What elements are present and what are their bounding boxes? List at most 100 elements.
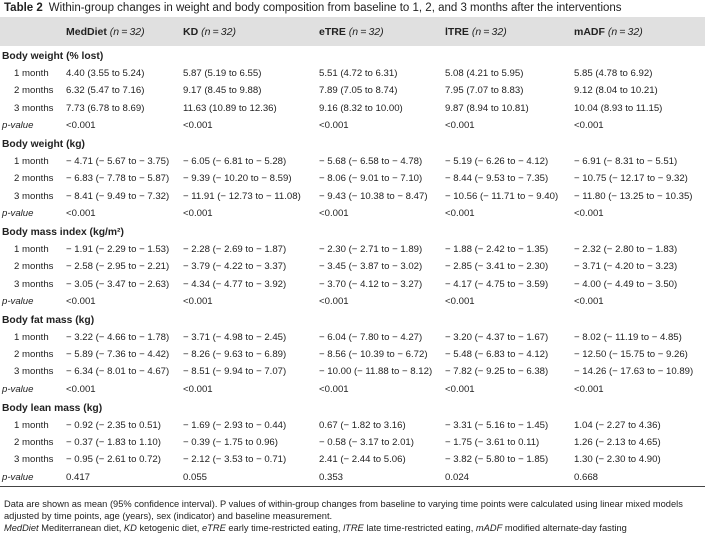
- table-row: 3 months − 6.34 (− 8.01 to − 4.67) − 8.51 …: [0, 363, 705, 380]
- table-row: 2 months 6.32 (5.47 to 7.16) 9.17 (8.45 to…: [0, 82, 705, 99]
- table-cell: <0.001: [574, 207, 604, 219]
- table-cell: <0.001: [445, 383, 475, 395]
- row-label: 2 months: [14, 261, 54, 273]
- row-label: 1 month: [14, 420, 49, 432]
- table-row: p-value <0.001 <0.001 <0.001 <0.001 <0.001: [0, 293, 705, 310]
- abbreviation-term: KD: [123, 523, 137, 533]
- table-cell: − 11.91 (− 12.73 to − 11.08): [183, 190, 301, 202]
- column-n: (n = 32): [607, 25, 643, 38]
- row-label: p-value: [0, 468, 64, 487]
- table-cell: − 3.82 (− 5.80 to − 1.85): [445, 454, 549, 466]
- table-row: 3 months − 0.95 (− 2.61 to 0.72) − 2.12 (−…: [0, 451, 705, 468]
- header-row: MedDiet (n = 32) KD (n = 32) eTRE (n = 32)…: [0, 17, 705, 46]
- table-cell: − 2.58 (− 2.95 to − 2.21): [66, 261, 170, 273]
- table-cell: − 7.82 (− 9.25 to − 6.38): [445, 366, 549, 378]
- table-cell: − 8.56 (− 10.39 to − 6.72): [319, 349, 428, 361]
- table-cell: − 3.70 (− 4.12 to − 3.27): [319, 278, 423, 290]
- table-cell: − 5.89 (− 7.36 to − 4.42): [66, 349, 170, 361]
- table-cell: <0.001: [66, 119, 96, 131]
- table-cell: − 6.83 (− 7.78 to − 5.87): [66, 173, 170, 185]
- section-row: Body mass index (kg/m²): [0, 222, 705, 241]
- table-cell: 9.87 (8.94 to 10.81): [445, 102, 529, 114]
- table-cell: − 1.91 (− 2.29 to − 1.53): [66, 244, 170, 256]
- column-name: MedDiet: [66, 25, 107, 38]
- table-cell: 1.04 (− 2.27 to 4.36): [574, 420, 661, 432]
- row-label: 2 months: [14, 437, 54, 449]
- section-row: Body weight (% lost): [0, 46, 705, 65]
- table-cell: − 5.48 (− 6.83 to − 4.12): [445, 349, 549, 361]
- table-cell: − 0.58 (− 3.17 to 2.01): [319, 437, 414, 449]
- table-cell: − 10.75 (− 12.17 to − 9.32): [574, 173, 688, 185]
- table-cell: − 11.80 (− 13.25 to − 10.35): [574, 190, 693, 202]
- table-caption-text: Within-group changes in weight and body …: [48, 2, 622, 14]
- table-row: 3 months − 3.05 (− 3.47 to − 2.63) − 4.34 …: [0, 275, 705, 292]
- table-cell: − 0.92 (− 2.35 to 0.51): [66, 420, 161, 432]
- table-row: p-value <0.001 <0.001 <0.001 <0.001 <0.001: [0, 117, 705, 134]
- table-row: 1 month − 3.22 (− 4.66 to − 1.78) − 3.71 (…: [0, 329, 705, 346]
- table-cell: − 4.71 (− 5.67 to − 3.75): [66, 156, 170, 168]
- footnote: Data are shown as mean (95% confidence i…: [4, 499, 683, 521]
- column-header-etre: eTRE (n = 32): [317, 17, 443, 46]
- table-cell: 6.32 (5.47 to 7.16): [66, 85, 145, 97]
- section-title: Body mass index (kg/m²): [2, 226, 124, 238]
- table-cell: − 14.26 (− 17.63 to − 10.89): [574, 366, 694, 378]
- table-cell: − 8.41 (− 9.49 to − 7.32): [66, 190, 170, 202]
- table-cell: − 4.34 (− 4.77 to − 3.92): [183, 278, 287, 290]
- table-cell: − 9.39 (− 10.20 to − 8.59): [183, 173, 292, 185]
- table-cell: <0.001: [574, 295, 604, 307]
- table-cell: <0.001: [319, 295, 349, 307]
- table-caption: Table 2 Within-group changes in weight an…: [4, 2, 622, 14]
- table-cell: − 2.85 (− 3.41 to − 2.30): [445, 261, 549, 273]
- table-cell: − 3.71 (− 4.20 to − 3.23): [574, 261, 678, 273]
- table-row: p-value 0.417 0.055 0.353 0.024 0.668: [0, 468, 705, 487]
- table-cell: <0.001: [183, 119, 213, 131]
- row-label: p-value: [2, 207, 34, 219]
- table-cell: − 0.37 (− 1.83 to 1.10): [66, 437, 161, 449]
- row-label: 1 month: [14, 332, 49, 344]
- table-cell: − 6.05 (− 6.81 to − 5.28): [183, 156, 287, 168]
- abbreviation-definition: Mediterranean diet,: [41, 523, 122, 533]
- table-cell: − 6.04 (− 7.80 to − 4.27): [319, 332, 423, 344]
- table-cell: 5.51 (4.72 to 6.31): [319, 68, 398, 80]
- table-label: Table 2: [4, 2, 43, 14]
- row-label: 2 months: [14, 349, 54, 361]
- table-cell: − 3.22 (− 4.66 to − 1.78): [66, 332, 170, 344]
- row-label: 3 months: [14, 454, 54, 466]
- table-body: Body weight (% lost) 1 month 4.40 (3.55 to…: [0, 46, 705, 487]
- table-cell: − 2.30 (− 2.71 to − 1.89): [319, 244, 423, 256]
- table-cell: 9.16 (8.32 to 10.00): [319, 102, 403, 114]
- table-cell: − 8.26 (− 9.63 to − 6.89): [183, 349, 287, 361]
- table-cell: 9.17 (8.45 to 9.88): [183, 85, 262, 97]
- section-title: Body weight (kg): [2, 139, 85, 151]
- table-cell: 5.87 (5.19 to 6.55): [183, 68, 262, 80]
- column-name: KD: [183, 25, 199, 38]
- table-cell: 7.95 (7.07 to 8.83): [445, 85, 524, 97]
- table-cell: − 0.39 (− 1.75 to 0.96): [183, 437, 278, 449]
- row-label: 3 months: [14, 278, 54, 290]
- abbreviation-definition: late time-restricted eating,: [366, 523, 474, 533]
- table-cell: <0.001: [66, 207, 96, 219]
- abbreviation-term: lTRE: [343, 523, 364, 533]
- table-cell: <0.001: [66, 383, 96, 395]
- table-cell: − 6.34 (− 8.01 to − 4.67): [66, 366, 170, 378]
- table-cell: − 10.56 (− 11.71 to − 9.40): [445, 190, 559, 202]
- table-cell: 4.40 (3.55 to 5.24): [66, 68, 145, 80]
- table-cell: − 3.31 (− 5.16 to − 1.45): [445, 420, 549, 432]
- table-cell: − 1.69 (− 2.93 to − 0.44): [183, 420, 287, 432]
- table-cell: <0.001: [183, 295, 213, 307]
- row-label: 1 month: [14, 156, 49, 168]
- table-cell: 0.67 (− 1.82 to 3.16): [319, 420, 406, 432]
- abbreviation-term: eTRE: [202, 523, 226, 533]
- abbreviation-term: mADF: [475, 523, 503, 533]
- table-cell: 0.353: [317, 468, 443, 487]
- results-table: MedDiet (n = 32) KD (n = 32) eTRE (n = 32)…: [0, 17, 705, 487]
- table-cell: − 12.50 (− 15.75 to − 9.26): [574, 349, 688, 361]
- table-row: 2 months − 6.83 (− 7.78 to − 5.87) − 9.39 …: [0, 170, 705, 187]
- section-row: Body lean mass (kg): [0, 398, 705, 417]
- abbreviation-definition: ketogenic diet,: [139, 523, 200, 533]
- row-label: 1 month: [14, 244, 49, 256]
- column-name: lTRE: [445, 25, 469, 38]
- table-cell: 5.85 (4.78 to 6.92): [574, 68, 653, 80]
- table-cell: <0.001: [319, 119, 349, 131]
- table-cell: − 3.05 (− 3.47 to − 2.63): [66, 278, 170, 290]
